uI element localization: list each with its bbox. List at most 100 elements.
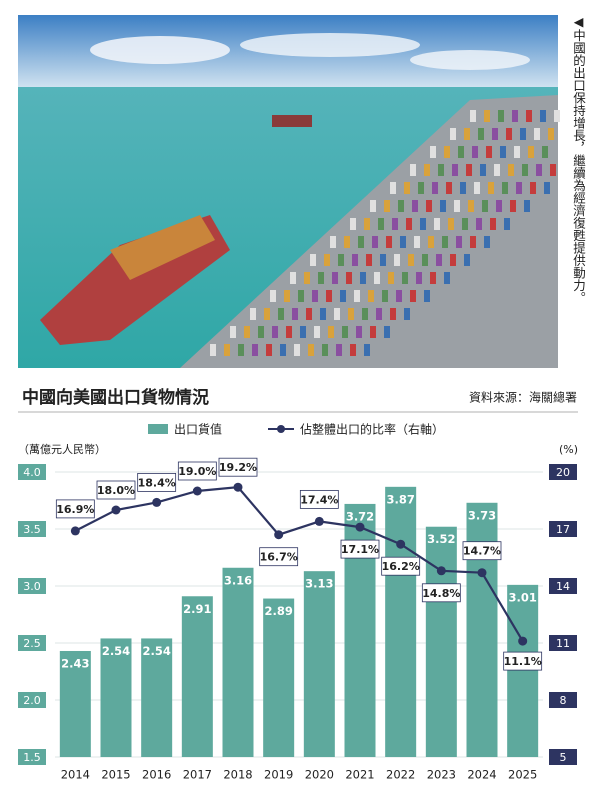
bar	[141, 638, 173, 757]
container-block	[430, 272, 436, 284]
y-tick-box	[18, 635, 46, 651]
line-marker	[70, 526, 80, 536]
container-block	[474, 182, 480, 194]
line-marker	[152, 497, 162, 507]
container-block	[356, 326, 362, 338]
container-block	[386, 236, 392, 248]
line-marker	[111, 505, 121, 515]
chart-title: 中國向美國出口貨物情況	[22, 387, 209, 408]
container-block	[464, 254, 470, 266]
container-block	[368, 290, 374, 302]
container-block	[426, 200, 432, 212]
container-block	[394, 254, 400, 266]
container-block	[506, 128, 512, 140]
container-block	[340, 290, 346, 302]
container-block	[292, 308, 298, 320]
bar-value-label: 3.73	[468, 508, 496, 522]
bar-value-label: 3.16	[224, 573, 252, 587]
container-block	[308, 344, 314, 356]
y2-tick-box	[549, 521, 577, 537]
container-block	[470, 110, 476, 122]
container-block	[442, 236, 448, 248]
container-block	[554, 110, 560, 122]
container-block	[322, 344, 328, 356]
container-block	[284, 290, 290, 302]
container-block	[402, 272, 408, 284]
container-block	[462, 218, 468, 230]
container-block	[344, 236, 350, 248]
container-block	[224, 344, 230, 356]
container-block	[350, 344, 356, 356]
container-block	[464, 128, 470, 140]
container-block	[380, 254, 386, 266]
line-marker	[477, 568, 487, 578]
x-tick-label: 2018	[223, 768, 252, 782]
line-value-label: 19.0%	[178, 465, 216, 478]
container-block	[468, 200, 474, 212]
container-block	[504, 218, 510, 230]
y2-tick-box	[549, 578, 577, 594]
container-block	[482, 200, 488, 212]
container-block	[450, 128, 456, 140]
container-block	[458, 146, 464, 158]
y2-tick-box	[549, 749, 577, 765]
container-block	[512, 110, 518, 122]
container-block	[312, 290, 318, 302]
container-block	[460, 182, 466, 194]
container-block	[472, 146, 478, 158]
line-value-label: 16.9%	[56, 503, 94, 516]
x-tick-label: 2017	[183, 768, 212, 782]
line-value-label: 14.7%	[463, 545, 501, 558]
container-block	[404, 308, 410, 320]
container-block	[266, 344, 272, 356]
x-tick-label: 2016	[142, 768, 171, 782]
container-block	[272, 326, 278, 338]
bar-value-label: 2.54	[102, 644, 130, 658]
container-block	[310, 254, 316, 266]
container-block	[258, 326, 264, 338]
container-block	[366, 254, 372, 266]
bar-value-label: 3.01	[508, 590, 536, 604]
y-tick-label: 4.0	[23, 466, 41, 479]
container-block	[440, 200, 446, 212]
container-block	[496, 200, 502, 212]
y2-tick-label: 17	[556, 523, 570, 536]
label-box	[218, 457, 258, 477]
x-tick-label: 2019	[264, 768, 293, 782]
container-block	[456, 236, 462, 248]
container-block	[548, 128, 554, 140]
container-block	[264, 308, 270, 320]
bar-value-label: 3.52	[427, 532, 455, 546]
y2-tick-box	[549, 635, 577, 651]
container-block	[336, 344, 342, 356]
container-block	[524, 200, 530, 212]
y2-tick-label: 14	[556, 580, 570, 593]
container-block	[330, 236, 336, 248]
bar-value-label: 3.13	[305, 577, 333, 591]
container-block	[328, 326, 334, 338]
container-block	[502, 182, 508, 194]
container-block	[238, 344, 244, 356]
container-block	[486, 146, 492, 158]
container-block	[550, 164, 556, 176]
container-block	[350, 218, 356, 230]
bar	[425, 526, 457, 757]
container-block	[370, 326, 376, 338]
bar	[222, 567, 254, 757]
container-block	[492, 128, 498, 140]
container-block	[354, 290, 360, 302]
bar	[59, 650, 91, 757]
container-block	[298, 290, 304, 302]
y2-axis-label: (%)	[559, 443, 578, 456]
container-block	[514, 146, 520, 158]
container-block	[478, 128, 484, 140]
bar	[303, 571, 335, 757]
container-block	[370, 200, 376, 212]
line-value-label: 19.2%	[219, 461, 257, 474]
container-block	[530, 182, 536, 194]
y-tick-box	[18, 692, 46, 708]
label-box	[381, 556, 421, 576]
container-block	[420, 218, 426, 230]
container-block	[542, 146, 548, 158]
